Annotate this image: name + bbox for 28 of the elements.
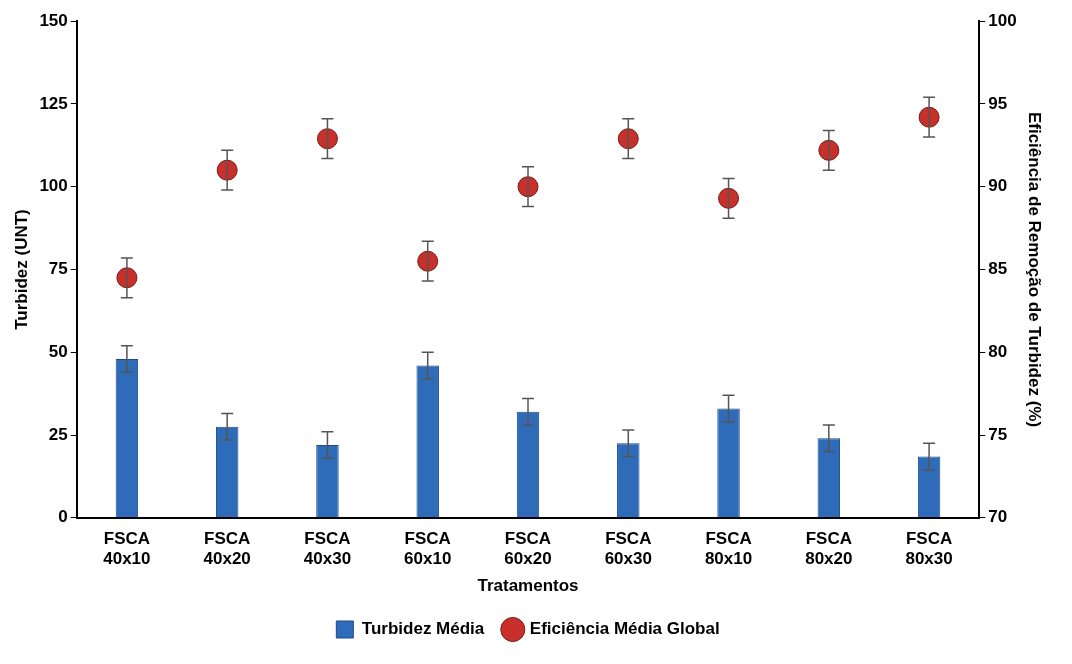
y-tick-label: 125: [39, 93, 68, 113]
x-tick-label: FSCA 80x20: [805, 528, 853, 569]
y-tick-label: 100: [39, 176, 68, 196]
y-tick-label: 75: [48, 259, 68, 279]
y-tick-label: 25: [48, 424, 68, 444]
y2-tick-label: 70: [988, 507, 1008, 527]
x-tick-label: FSCA 60x30: [604, 528, 652, 569]
y2-tick-label: 90: [988, 176, 1008, 196]
y-tick-label: 150: [39, 10, 68, 30]
y2-tick-label: 75: [988, 424, 1008, 444]
x-tick-label: FSCA 60x20: [504, 528, 552, 569]
x-axis-title: Tratamentos: [477, 576, 579, 596]
x-tick-label: FSCA 40x20: [203, 528, 251, 569]
y2-tick-label: 80: [988, 341, 1008, 361]
x-tick-label: FSCA 80x10: [704, 528, 753, 569]
y-axis-title: Turbidez (UNT): [11, 209, 31, 330]
x-tick-label: FSCA 80x30: [905, 528, 953, 569]
x-tick-label: FSCA 60x10: [404, 528, 452, 569]
x-tick-label: FSCA 40x30: [303, 528, 352, 569]
y2-tick-label: 85: [988, 259, 1008, 279]
legend-label: Eficiência Média Global: [529, 619, 720, 639]
x-tick-label: FSCA 40x10: [103, 528, 151, 569]
y-tick-label: 50: [48, 341, 68, 361]
y2-axis-title: Eficiência de Remoção de Turbidez (%): [1025, 111, 1045, 428]
y2-tick-label: 100: [988, 10, 1017, 30]
legend-label: Turbidez Média: [361, 619, 485, 639]
y2-tick-label: 95: [988, 93, 1008, 113]
y-tick-label: 0: [58, 507, 68, 527]
